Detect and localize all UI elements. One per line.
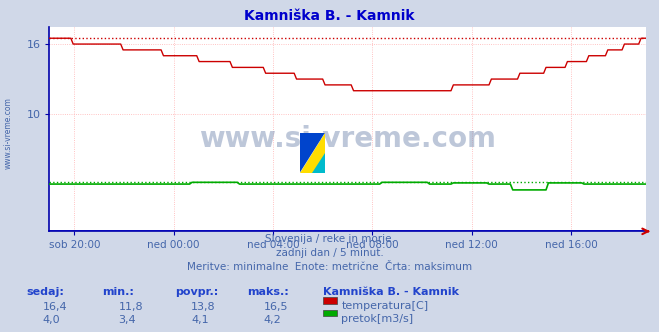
- Polygon shape: [312, 153, 325, 173]
- Text: 4,2: 4,2: [264, 315, 281, 325]
- Text: min.:: min.:: [102, 287, 134, 297]
- Text: Kamniška B. - Kamnik: Kamniška B. - Kamnik: [244, 9, 415, 23]
- Text: zadnji dan / 5 minut.: zadnji dan / 5 minut.: [275, 248, 384, 258]
- Text: maks.:: maks.:: [247, 287, 289, 297]
- Text: 3,4: 3,4: [119, 315, 136, 325]
- Text: www.si-vreme.com: www.si-vreme.com: [199, 125, 496, 153]
- Text: 11,8: 11,8: [119, 302, 143, 312]
- Polygon shape: [300, 133, 325, 173]
- Text: sedaj:: sedaj:: [26, 287, 64, 297]
- Text: Slovenija / reke in morje.: Slovenija / reke in morje.: [264, 234, 395, 244]
- Text: 13,8: 13,8: [191, 302, 215, 312]
- Polygon shape: [300, 133, 325, 173]
- Text: Meritve: minimalne  Enote: metrične  Črta: maksimum: Meritve: minimalne Enote: metrične Črta:…: [187, 262, 472, 272]
- Text: 4,0: 4,0: [43, 315, 61, 325]
- Text: www.si-vreme.com: www.si-vreme.com: [3, 97, 13, 169]
- Text: temperatura[C]: temperatura[C]: [341, 301, 428, 311]
- Text: povpr.:: povpr.:: [175, 287, 218, 297]
- Text: 4,1: 4,1: [191, 315, 209, 325]
- Text: 16,4: 16,4: [43, 302, 67, 312]
- Text: pretok[m3/s]: pretok[m3/s]: [341, 314, 413, 324]
- Text: Kamniška B. - Kamnik: Kamniška B. - Kamnik: [323, 287, 459, 297]
- Text: 16,5: 16,5: [264, 302, 288, 312]
